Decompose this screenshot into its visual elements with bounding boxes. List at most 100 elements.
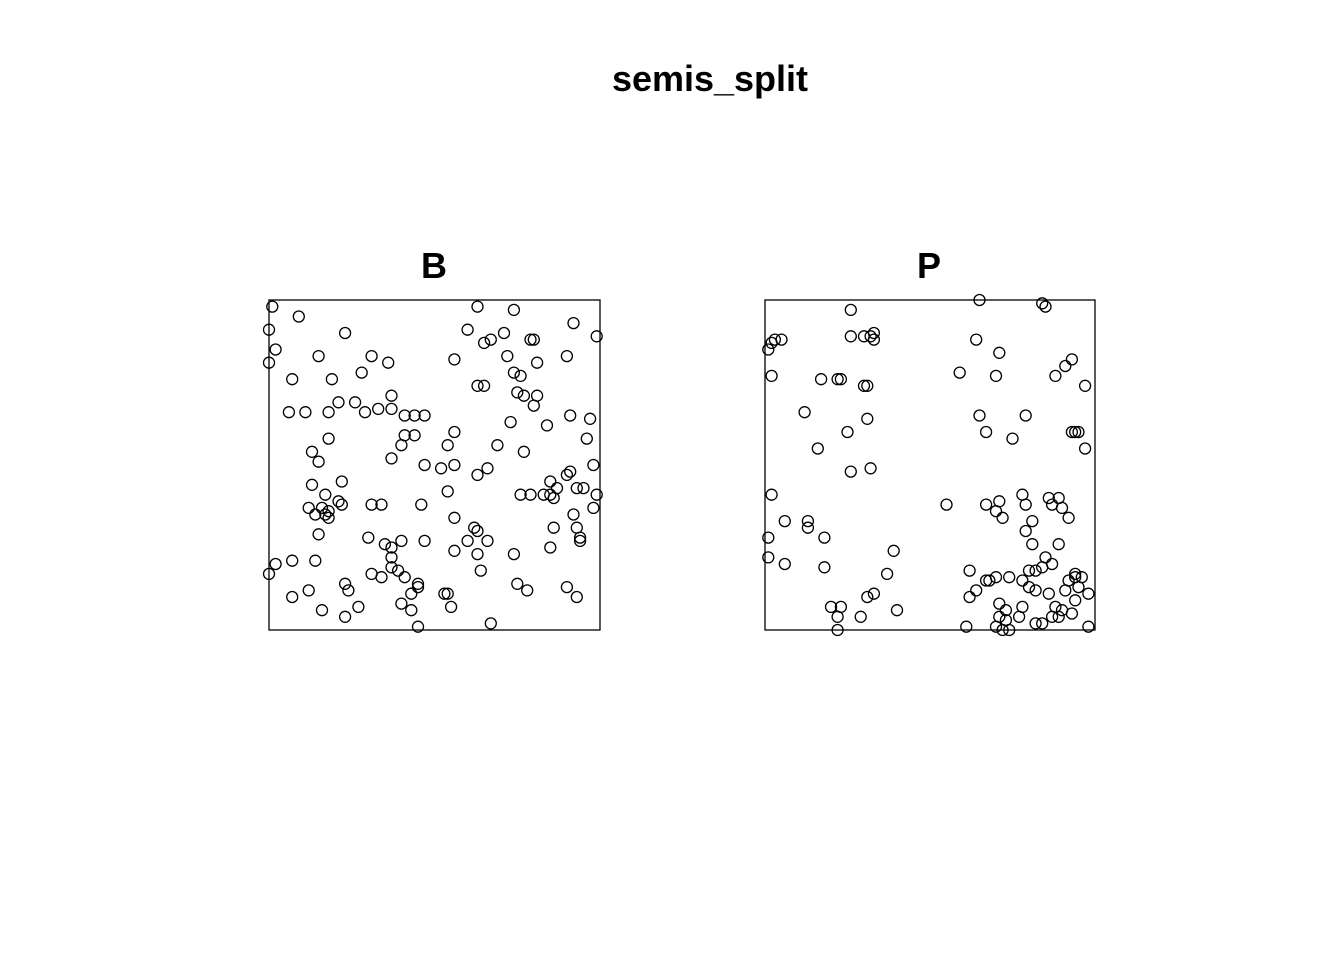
panel-b-point	[580, 432, 593, 445]
panel-b-point	[358, 406, 372, 419]
panel-b-point	[385, 541, 398, 554]
panel-p-point	[798, 406, 811, 419]
panel-p-point	[963, 564, 976, 577]
panel-p-point	[1003, 571, 1016, 584]
panel-p-point	[854, 610, 867, 623]
panel-p-point	[1069, 571, 1082, 584]
panel-b-title: B	[421, 245, 447, 286]
panel-p-point	[940, 498, 953, 511]
panel-p-point	[1036, 297, 1049, 310]
panel-b-point	[471, 524, 484, 538]
panel-b-point	[514, 369, 527, 383]
panel-p-point	[1065, 607, 1079, 620]
panel-b-point	[517, 445, 531, 458]
panel-p-point	[1052, 538, 1065, 551]
panel-b-point	[385, 561, 398, 574]
panel-p-point	[844, 330, 857, 343]
panel-p-point	[993, 346, 1006, 359]
panel-p-point	[890, 604, 904, 617]
panel-b-point	[560, 349, 574, 363]
panel-p-point	[775, 333, 788, 346]
panel-p-point	[1078, 442, 1092, 455]
panel-b-point	[385, 389, 398, 402]
panel-b-point	[286, 554, 299, 567]
panel-b-point	[312, 349, 325, 363]
panel-b: B	[262, 245, 603, 633]
panel-p-point	[762, 551, 775, 564]
panel-b-point	[262, 567, 276, 581]
panel-p-point	[1062, 511, 1075, 524]
panel-b-point	[471, 547, 484, 561]
panel-b-point	[567, 508, 580, 521]
panel-p-point	[762, 343, 775, 356]
panel-p-point	[1069, 425, 1082, 439]
panel-p-point	[841, 425, 854, 439]
panel-b-point	[338, 577, 352, 590]
panel-p-point	[831, 623, 844, 637]
panel-p-point	[1029, 584, 1042, 597]
panel-p-point	[960, 620, 973, 633]
panel-p-point	[1069, 594, 1082, 607]
panel-b-point	[355, 366, 368, 379]
panel-p-point	[1016, 574, 1029, 587]
panel-b-point	[530, 356, 544, 369]
panel-p-point	[1082, 620, 1095, 633]
panel-b-point	[395, 597, 408, 610]
panel-b-point	[514, 488, 527, 501]
panel-p-point	[844, 465, 857, 478]
panel-p-point	[1069, 567, 1082, 581]
panel-p-point	[1045, 610, 1059, 623]
panel-p-point	[1059, 584, 1072, 597]
panel-p-point	[1019, 409, 1032, 422]
panel-b-point	[338, 610, 352, 623]
panel-p-point	[996, 623, 1009, 637]
panel-p-point	[867, 587, 881, 600]
panel-b-point	[564, 409, 577, 422]
chart-main-title: semis_split	[611, 58, 809, 99]
panel-b-point	[570, 590, 583, 604]
panel-p-point	[864, 462, 877, 475]
panel-p-point	[1052, 610, 1065, 623]
panel-b-point	[302, 501, 315, 515]
panel-p-point	[999, 604, 1013, 617]
panel-p-point	[993, 597, 1006, 610]
panel-p-point	[801, 521, 815, 534]
panel-b-point	[418, 458, 431, 472]
panel-b-point	[405, 604, 418, 617]
panel-p-point	[1006, 432, 1019, 445]
panel-p-point	[1026, 538, 1039, 551]
panel-b-point	[587, 501, 600, 515]
panel-b-point	[269, 557, 282, 571]
panel-b-point	[560, 580, 574, 594]
panel-p-point	[818, 531, 831, 544]
panel-b-point	[315, 604, 329, 617]
panel-b-point	[540, 419, 554, 432]
panel-p-point	[887, 544, 900, 557]
panel-p-point	[778, 514, 791, 528]
panel-b-point	[322, 406, 335, 419]
panel-b-point	[521, 584, 534, 597]
panel-b-point	[352, 600, 365, 614]
panel-b-point	[282, 406, 296, 419]
panel-b-point	[382, 356, 395, 369]
panel-b-points	[262, 300, 603, 633]
panel-b-point	[372, 402, 385, 416]
panel-p-point	[989, 369, 1003, 383]
panel-b-point	[461, 534, 474, 548]
panel-b-point	[471, 379, 484, 392]
panel-b-point	[587, 458, 600, 472]
panel-p-point	[963, 590, 976, 604]
panel-p-point	[867, 333, 881, 346]
panel-b-point	[415, 498, 428, 511]
panel-b-point	[391, 564, 405, 577]
panel-b-point	[434, 462, 448, 475]
panel-b-point	[583, 412, 597, 425]
panel-b-point	[315, 501, 329, 515]
panel-b-point	[527, 333, 540, 346]
panel-p-point	[1016, 488, 1029, 501]
panel-b-point	[342, 584, 355, 597]
panel-b-point	[398, 409, 411, 422]
panel-p-point	[953, 366, 966, 379]
panel-p-point	[1022, 580, 1036, 594]
